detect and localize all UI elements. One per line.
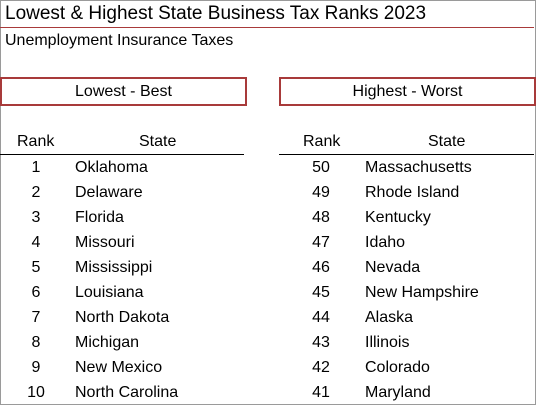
- table-row: 46 Nevada: [279, 257, 534, 282]
- rank-cell: 50: [312, 159, 330, 176]
- state-cell: North Dakota: [75, 309, 170, 326]
- lowest-header-rule: [0, 154, 244, 155]
- table-row: 10 North Carolina: [0, 382, 244, 407]
- state-cell: Missouri: [75, 234, 135, 251]
- table-row: 41 Maryland: [279, 382, 534, 407]
- table-row: 9 New Mexico: [0, 357, 244, 382]
- rank-cell: 48: [312, 209, 330, 226]
- state-cell: Nevada: [365, 259, 421, 276]
- state-cell: Rhode Island: [365, 184, 460, 201]
- state-cell: Idaho: [365, 234, 406, 251]
- title-row: Lowest & Highest State Business Tax Rank…: [0, 0, 534, 28]
- table-row: 48 Kentucky: [279, 207, 534, 232]
- rank-cell: 43: [312, 334, 330, 351]
- state-cell: Kentucky: [365, 209, 431, 226]
- state-cell: Alaska: [365, 309, 414, 326]
- lowest-rank-column-header: Rank: [17, 133, 55, 150]
- table-row: 42 Colorado: [279, 357, 534, 382]
- lowest-state-column-header: State: [139, 133, 177, 150]
- state-cell: Oklahoma: [75, 159, 148, 176]
- rank-cell: 4: [31, 234, 41, 251]
- table-row: 44 Alaska: [279, 307, 534, 332]
- rank-cell: 7: [31, 309, 41, 326]
- rank-cell: 3: [31, 209, 41, 226]
- rank-cell: 46: [312, 259, 330, 276]
- table-row: 47 Idaho: [279, 232, 534, 257]
- table-row: 4 Missouri: [0, 232, 244, 257]
- state-cell: Illinois: [365, 334, 410, 351]
- rank-cell: 9: [31, 359, 41, 376]
- table-row: 49 Rhode Island: [279, 182, 534, 207]
- rank-cell: 44: [312, 309, 330, 326]
- highest-header-rule: [279, 154, 534, 155]
- rank-cell: 1: [31, 159, 41, 176]
- rank-cell: 41: [312, 384, 330, 401]
- table-row: 5 Mississippi: [0, 257, 244, 282]
- rank-cell: 42: [312, 359, 330, 376]
- table-row: 3 Florida: [0, 207, 244, 232]
- table-row: 1 Oklahoma: [0, 157, 244, 182]
- rank-cell: 45: [312, 284, 330, 301]
- table-row: 45 New Hampshire: [279, 282, 534, 307]
- highest-ranks-list: 50 Massachusetts 49 Rhode Island 48 Kentucky 4…: [279, 157, 534, 407]
- rank-cell: 49: [312, 184, 330, 201]
- state-cell: Maryland: [365, 384, 431, 401]
- table-row: 2 Delaware: [0, 182, 244, 207]
- table-row: 43 Illinois: [279, 332, 534, 357]
- state-cell: Michigan: [75, 334, 140, 351]
- state-cell: Massachusetts: [365, 159, 472, 176]
- state-cell: New Mexico: [75, 359, 163, 376]
- highest-state-column-header: State: [428, 133, 466, 150]
- state-cell: Mississippi: [75, 259, 153, 276]
- rank-cell: 6: [31, 284, 41, 301]
- highest-rank-column-header: Rank: [303, 133, 341, 150]
- lowest-ranks-list: 1 Oklahoma 2 Delaware 3 Florida 4 Missouri 5 Miss…: [0, 157, 244, 407]
- rank-cell: 10: [27, 384, 45, 401]
- highest-worst-header: Highest - Worst: [279, 77, 536, 106]
- rank-cell: 5: [31, 259, 41, 276]
- state-cell: Colorado: [365, 359, 430, 376]
- table-row: 6 Louisiana: [0, 282, 244, 307]
- page-title: Lowest & Highest State Business Tax Rank…: [5, 3, 427, 24]
- page-subtitle: Unemployment Insurance Taxes: [5, 32, 234, 49]
- state-cell: North Carolina: [75, 384, 179, 401]
- rank-cell: 47: [312, 234, 330, 251]
- state-cell: Louisiana: [75, 284, 144, 301]
- table-row: 7 North Dakota: [0, 307, 244, 332]
- rank-cell: 8: [31, 334, 41, 351]
- state-cell: New Hampshire: [365, 284, 479, 301]
- state-cell: Delaware: [75, 184, 143, 201]
- rank-cell: 2: [31, 184, 41, 201]
- table-row: 8 Michigan: [0, 332, 244, 357]
- table-row: 50 Massachusetts: [279, 157, 534, 182]
- lowest-best-header: Lowest - Best: [0, 77, 247, 106]
- state-cell: Florida: [75, 209, 124, 226]
